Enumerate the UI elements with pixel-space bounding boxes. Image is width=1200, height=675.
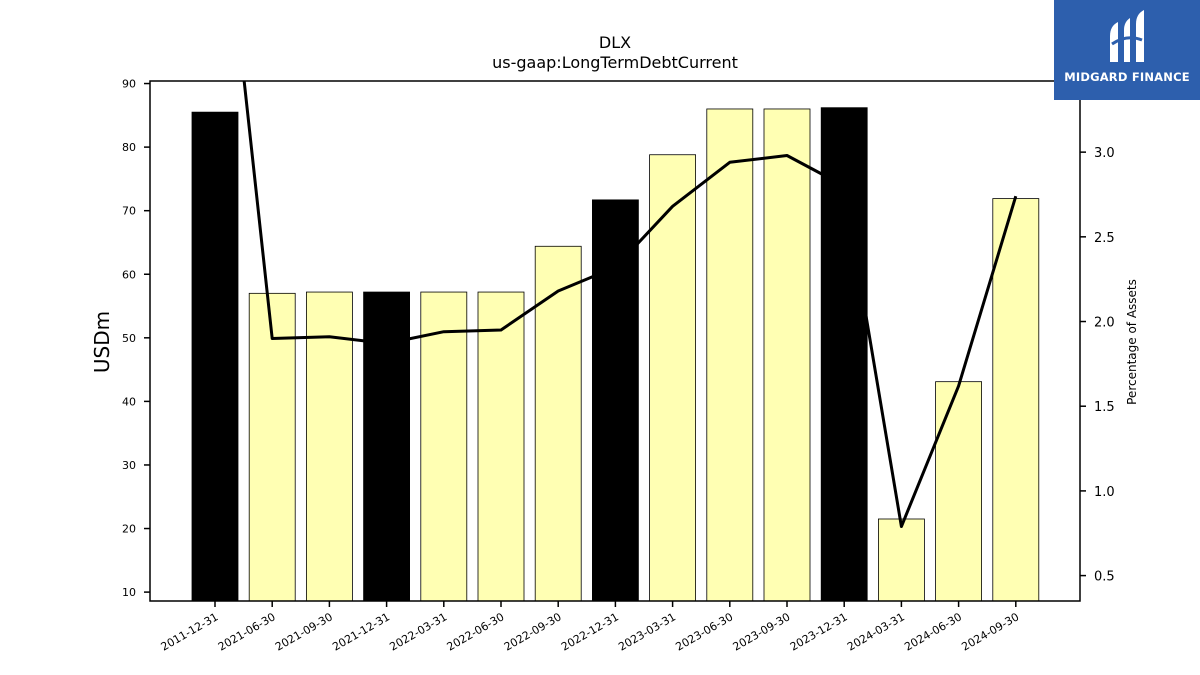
bar: [420, 291, 468, 602]
bar: [363, 291, 411, 602]
x-tick-label: 2024-06-30: [902, 610, 964, 653]
bar: [878, 518, 925, 602]
bar: [534, 245, 582, 602]
y2-tick-label: 1.5: [1094, 400, 1115, 415]
x-tick-label: 2024-09-30: [959, 610, 1021, 653]
y-tick-label: 60: [122, 268, 136, 281]
x-tick-label: 2023-03-31: [616, 610, 678, 653]
x-tick-label: 2023-09-30: [731, 610, 793, 653]
y2-tick-label: 3.0: [1094, 146, 1115, 161]
x-tick-label: 2023-06-30: [673, 610, 735, 653]
x-tick-label: 2022-06-30: [445, 610, 507, 653]
bar: [592, 199, 639, 602]
y-axis-label: USDm: [90, 311, 114, 373]
logo-mark-icon: [1110, 10, 1144, 62]
bar: [649, 154, 696, 602]
x-tick-label: 2023-12-31: [788, 610, 850, 653]
x-tick-label: 2024-03-31: [845, 610, 907, 653]
x-tick-label: 2022-09-30: [502, 610, 564, 653]
bar: [820, 107, 868, 602]
y-tick-label: 50: [122, 332, 136, 345]
logo-text: MIDGARD FINANCE: [1064, 70, 1190, 84]
y2-tick-label: 2.5: [1094, 231, 1115, 246]
chart-subtitle: us-gaap:LongTermDebtCurrent: [492, 53, 738, 72]
y2-axis-label: Percentage of Assets: [1125, 279, 1139, 405]
x-tick-label: 2011-12-31: [159, 610, 221, 653]
chart-title: DLX: [599, 33, 631, 52]
x-tick-label: 2022-03-31: [387, 610, 449, 653]
bar: [992, 198, 1040, 602]
bar: [305, 291, 353, 602]
x-tick-label: 2021-09-30: [273, 610, 335, 653]
y-tick-label: 10: [122, 586, 136, 599]
bar: [935, 381, 982, 602]
y-tick-label: 20: [122, 523, 136, 536]
bar: [191, 111, 239, 602]
brand-logo: MIDGARD FINANCE: [1054, 0, 1200, 100]
y2-tick-label: 2.0: [1094, 316, 1115, 331]
y-tick-label: 90: [122, 78, 136, 91]
y-tick-label: 40: [122, 395, 136, 408]
y-tick-label: 80: [122, 141, 136, 154]
x-tick-label: 2022-12-31: [559, 610, 621, 653]
series-line: [242, 81, 1018, 528]
bar: [248, 292, 296, 602]
x-tick-label: 2021-12-31: [330, 610, 392, 653]
y2-tick-label: 0.5: [1094, 570, 1115, 585]
bar: [706, 108, 754, 602]
y-tick-label: 70: [122, 205, 136, 218]
bar: [763, 108, 811, 602]
bar: [477, 291, 525, 602]
x-tick-label: 2021-06-30: [216, 610, 278, 653]
y2-tick-label: 1.0: [1094, 485, 1115, 500]
y-tick-label: 30: [122, 459, 136, 472]
